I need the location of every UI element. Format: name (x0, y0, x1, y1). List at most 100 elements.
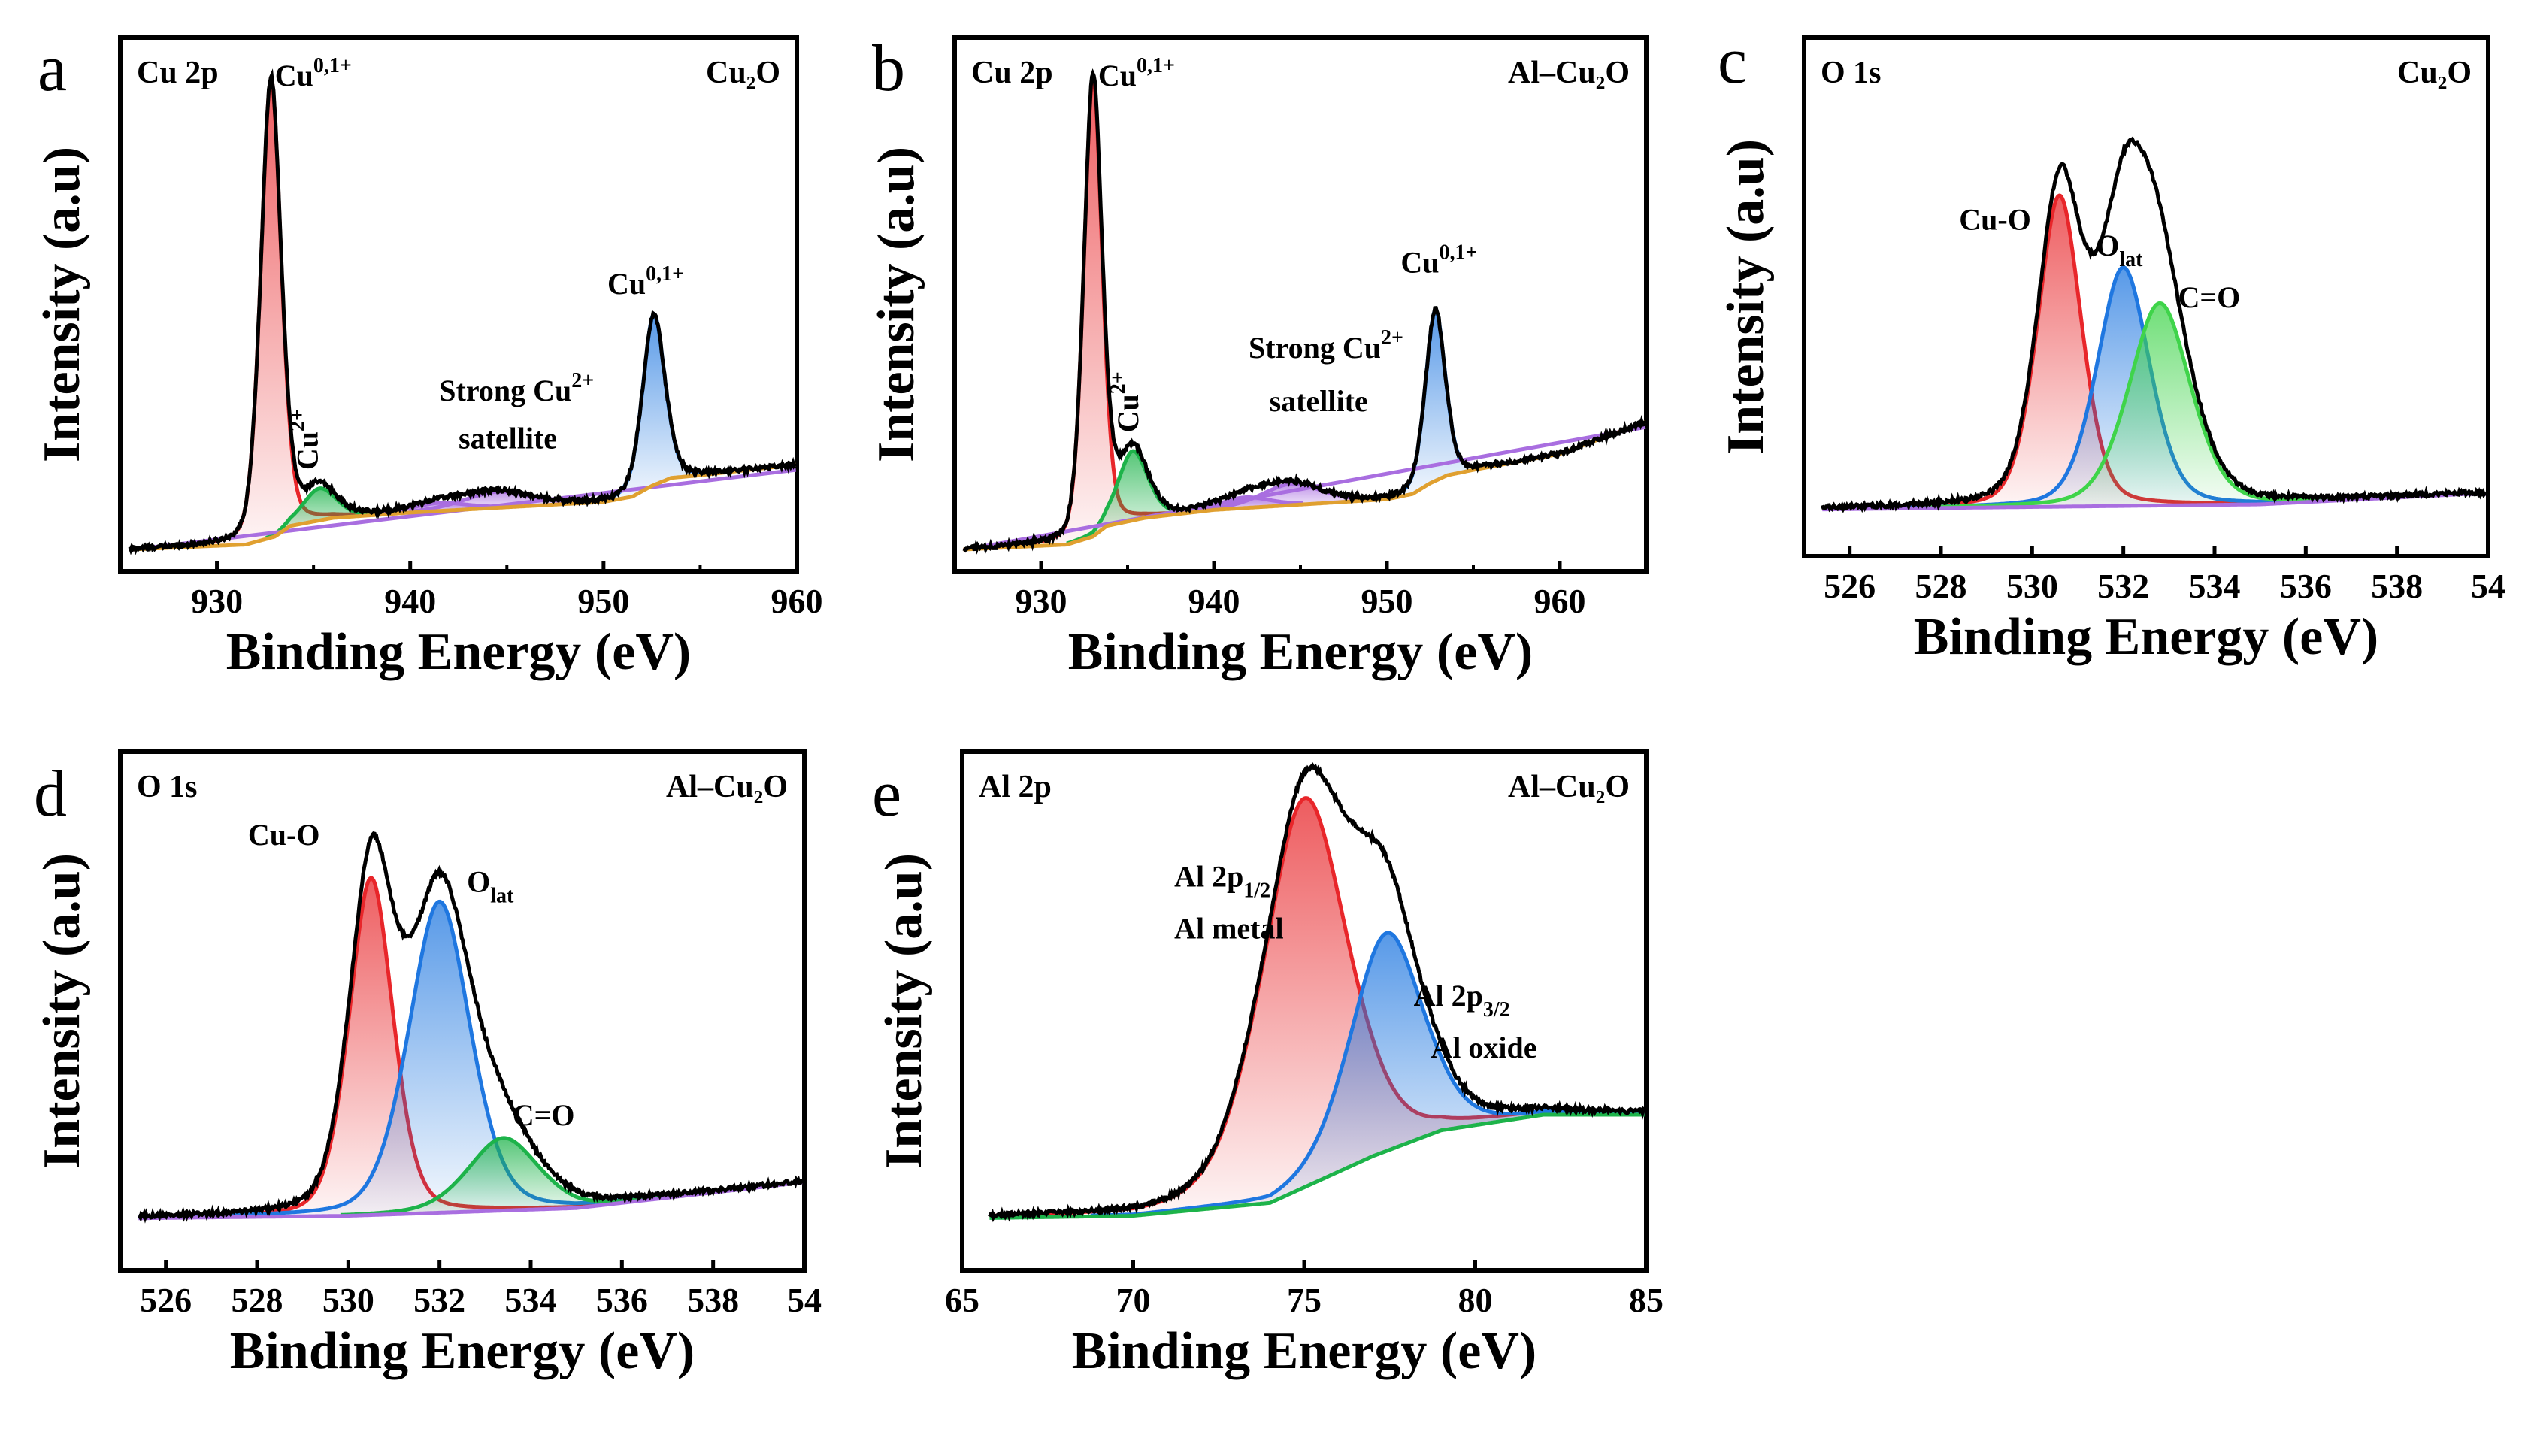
peak-annotation: Al oxide (1431, 1031, 1536, 1064)
x-tick-label: 532 (413, 1281, 465, 1319)
x-tick-label: 530 (322, 1281, 374, 1319)
peak-fill-blue (1364, 310, 1506, 501)
peak-annotation: Cu-O (248, 818, 320, 852)
panel-letter-a: a (38, 32, 67, 105)
x-tick-label: 950 (1361, 582, 1413, 620)
panel-d: d 526 528 530 532 534 536 538 54 Binding Energy (… (33, 749, 822, 1380)
peak-annotation: satellite (1270, 384, 1368, 418)
y-axis-title: Intensity (a.u) (33, 147, 91, 462)
x-axis-title: Binding Energy (eV) (1068, 623, 1533, 681)
peak-fill-red (985, 77, 1200, 549)
element-label: Al 2p (979, 770, 1052, 804)
peak-annotation: Olat (2096, 229, 2143, 271)
peak-annotation: Cu0,1+ (275, 54, 352, 92)
y-axis-title: Intensity (a.u) (875, 853, 933, 1169)
envelope-curve (128, 68, 798, 555)
panel-letter-c: c (1718, 25, 1747, 98)
element-label: Cu 2p (971, 56, 1053, 90)
peak-fill-blue (1090, 933, 1645, 1217)
peak-fill-red (989, 798, 1645, 1218)
sample-label: Al–Cu₂O (666, 770, 788, 804)
peak-fill-green (1066, 451, 1200, 545)
x-tick-label: 85 (1629, 1281, 1664, 1319)
x-tick-label: 960 (1534, 582, 1586, 620)
peak-fill-green (265, 488, 374, 540)
peak-annotation: C=O (513, 1098, 575, 1132)
plot-frame (118, 35, 799, 574)
x-axis-title: Binding Energy (eV) (230, 1322, 695, 1380)
peak-annotation: Cu-O (1959, 202, 2031, 236)
peak-annotation: Al 2p3/2 (1414, 979, 1510, 1022)
x-tick-label: 960 (771, 582, 823, 620)
peak-annotation: Olat (467, 864, 514, 907)
peak-fill-red (150, 79, 391, 549)
x-axis-title: Binding Energy (eV) (1072, 1322, 1536, 1380)
y-axis-title: Intensity (a.u) (867, 147, 925, 462)
x-tick-label: 528 (1915, 567, 1967, 605)
x-tick-label: 536 (2280, 567, 2332, 605)
peak-fill-lightGreen (1918, 303, 2402, 509)
peak-fill-green (340, 1137, 667, 1216)
element-label: O 1s (137, 770, 198, 804)
plot-frame (1802, 35, 2490, 558)
envelope-curve (138, 831, 804, 1224)
x-tick-label: 54 (787, 1281, 822, 1319)
peak-fill-red (1845, 195, 2275, 510)
peak-fill-red (147, 878, 595, 1218)
background-shirley (129, 462, 797, 552)
element-label: Cu 2p (137, 56, 219, 90)
peak-annotation: Al metal (1174, 911, 1284, 945)
x-tick-label: 536 (596, 1281, 648, 1319)
x-tick-label: 538 (2371, 567, 2423, 605)
panel-a: a 930 940 950 960 Binding Energy (eV) Intensit… (33, 32, 823, 681)
sample-label: Al–Cu₂O (1508, 770, 1630, 804)
sample-label: Al–Cu₂O (1508, 56, 1630, 90)
x-tick-label: 526 (1824, 567, 1876, 605)
x-tick-label: 950 (577, 582, 629, 620)
y-axis-title: Intensity (a.u) (1717, 139, 1775, 455)
peak-annotation: Cu0,1+ (1098, 54, 1175, 92)
peak-annotation: C=O (2178, 280, 2240, 314)
panel-letter-e: e (872, 758, 901, 831)
y-axis-title: Intensity (a.u) (33, 853, 91, 1169)
peak-annotation: Strong Cu2+ (439, 369, 594, 407)
panel-e: e 65 70 75 80 85 Binding Energy (eV) Intensity … (872, 749, 1664, 1380)
sample-label: Cu₂O (706, 56, 780, 90)
x-tick-label: 534 (2189, 567, 2241, 605)
x-tick-label: 940 (1188, 582, 1240, 620)
peak-fill-blue (575, 314, 734, 504)
x-tick-label: 532 (2097, 567, 2149, 605)
peak-fill-blue (138, 901, 741, 1218)
x-tick-label: 538 (687, 1281, 739, 1319)
envelope-curve (988, 762, 1646, 1223)
peak-annotation: Strong Cu2+ (1249, 326, 1403, 365)
peak-line-lightGreen (1918, 301, 2402, 510)
x-tick-label: 80 (1458, 1281, 1493, 1319)
peak-annotation: satellite (459, 422, 557, 456)
peak-fill-blue (1898, 267, 2349, 509)
panel-letter-b: b (872, 32, 905, 105)
peak-annotation: Cu0,1+ (607, 262, 684, 301)
panel-letter-d: d (34, 758, 67, 831)
x-tick-label: 65 (945, 1281, 979, 1319)
x-tick-label: 526 (140, 1281, 192, 1319)
background-shirley (989, 1112, 1645, 1220)
element-label: O 1s (1821, 56, 1882, 90)
envelope-curve (962, 68, 1647, 555)
x-tick-label: 930 (191, 582, 243, 620)
x-axis-title: Binding Energy (eV) (1914, 608, 2378, 666)
peak-annotation: Cu2+ (1107, 371, 1145, 432)
x-tick-label: 75 (1287, 1281, 1322, 1319)
x-tick-label: 530 (2006, 567, 2058, 605)
x-tick-label: 70 (1116, 1281, 1151, 1319)
x-tick-label: 54 (2471, 567, 2505, 605)
envelope-curve (1820, 136, 2487, 513)
x-tick-label: 930 (1016, 582, 1067, 620)
x-tick-label: 528 (232, 1281, 283, 1319)
plot-frame (118, 749, 807, 1273)
x-tick-label: 940 (384, 582, 436, 620)
sample-label: Cu₂O (2397, 56, 2472, 90)
x-axis-title: Binding Energy (eV) (226, 623, 691, 681)
